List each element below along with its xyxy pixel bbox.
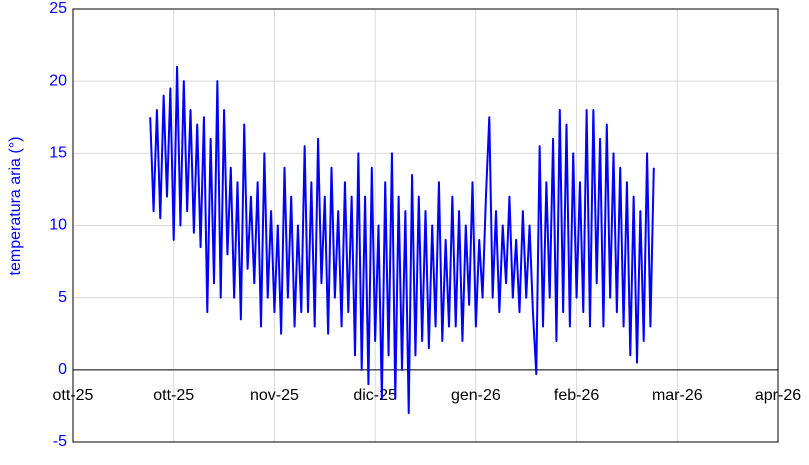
y-axis-label: temperatura aria (°) [7, 137, 24, 276]
x-tick-label: nov-25 [250, 387, 299, 404]
y-tick-label: -5 [53, 433, 67, 450]
y-tick-label: 5 [58, 289, 67, 306]
y-tick-label: 25 [49, 0, 67, 17]
y-tick-label: 15 [49, 145, 67, 162]
x-tick-label: mar-26 [652, 387, 703, 404]
x-tick-label: feb-26 [554, 387, 599, 404]
x-tick-label: gen-26 [451, 387, 501, 404]
x-tick-label: dic-25 [353, 387, 397, 404]
x-tick-label: ott-25 [53, 387, 94, 404]
x-tick-label: apr-26 [755, 387, 801, 404]
plot-frame [72, 8, 779, 443]
data-line [149, 65, 655, 415]
y-tick-label: 10 [49, 217, 67, 234]
y-tick-label: 20 [49, 72, 67, 89]
x-tick-label: ott-25 [153, 387, 194, 404]
y-tick-label: 0 [58, 361, 67, 378]
